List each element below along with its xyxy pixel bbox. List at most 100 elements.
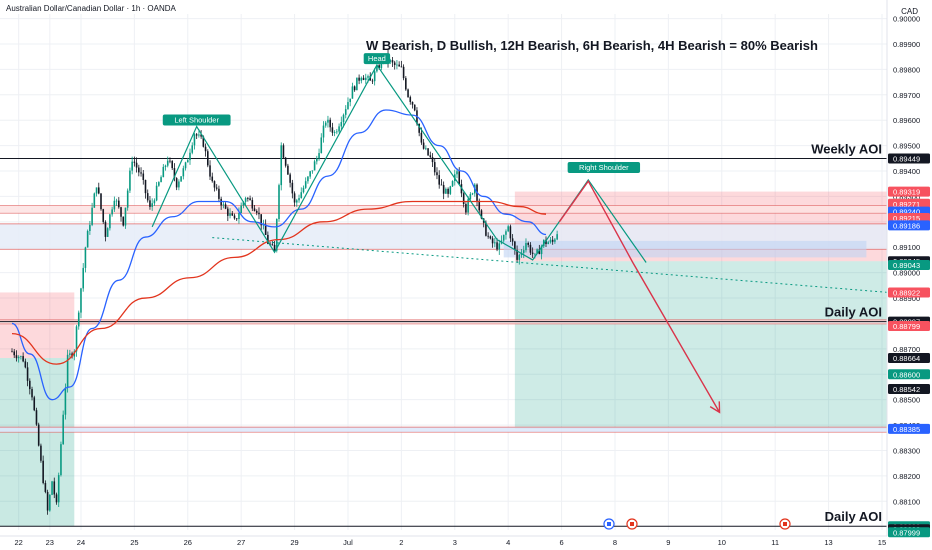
candle-body xyxy=(169,160,171,162)
price-badge-label: 0.89186 xyxy=(893,221,920,230)
axis-currency-label[interactable]: CAD xyxy=(901,7,918,16)
candle-body xyxy=(235,218,238,220)
candle-body xyxy=(551,239,554,242)
candle-body xyxy=(329,119,331,128)
candle-body xyxy=(349,98,351,103)
candle-body xyxy=(527,243,529,245)
candle-body xyxy=(318,153,320,159)
candle-body xyxy=(89,224,91,232)
candle-body xyxy=(120,207,122,217)
take-profit-zone xyxy=(514,261,889,429)
candle-body xyxy=(51,481,53,495)
candle-body xyxy=(175,178,178,188)
time-tick-label: 6 xyxy=(559,538,563,547)
candle-body xyxy=(336,131,338,133)
candle-body xyxy=(255,210,258,213)
price-badge xyxy=(888,186,930,197)
candle-body xyxy=(333,132,336,133)
candle-body xyxy=(166,160,169,166)
candle-body xyxy=(402,66,405,79)
candle-body xyxy=(342,114,345,123)
candle-body xyxy=(240,205,242,214)
candle-body xyxy=(15,355,18,359)
candle-body xyxy=(44,483,47,492)
candle-body xyxy=(351,86,354,99)
candle-body xyxy=(494,242,496,244)
price-badge-label: 0.87999 xyxy=(893,528,920,537)
candle-body xyxy=(162,166,165,178)
candle-body xyxy=(113,200,116,210)
candle-body xyxy=(529,244,532,253)
time-tick-label: 25 xyxy=(130,538,138,547)
candle-body xyxy=(485,222,487,236)
candle-body xyxy=(313,161,316,171)
candle-body xyxy=(400,66,403,68)
candle-body xyxy=(505,231,507,235)
candle-body xyxy=(69,353,71,355)
headline-annotation: W Bearish, D Bullish, 12H Bearish, 6H Be… xyxy=(366,38,818,53)
price-badge-label: 0.89449 xyxy=(893,155,920,164)
candle-body xyxy=(31,389,33,398)
candle-body xyxy=(207,151,209,166)
time-tick-label: 9 xyxy=(666,538,670,547)
candle-body xyxy=(178,181,180,188)
price-badge-label: 0.89319 xyxy=(893,188,920,197)
candle-body xyxy=(273,244,276,251)
candle-body xyxy=(264,224,267,235)
candle-body xyxy=(233,215,236,219)
price-badge xyxy=(888,423,930,434)
candle-body xyxy=(138,167,140,173)
price-tick-label: 0.88100 xyxy=(893,497,920,506)
candle-body xyxy=(516,249,518,260)
candle-body xyxy=(480,210,483,219)
time-tick-label: 22 xyxy=(15,538,23,547)
candle-body xyxy=(200,134,202,137)
candle-body xyxy=(536,249,538,254)
candle-body xyxy=(331,127,334,133)
candle-body xyxy=(338,126,340,132)
candle-body xyxy=(22,356,24,362)
candle-body xyxy=(367,76,369,78)
candle-body xyxy=(24,361,27,368)
candle-body xyxy=(222,204,225,206)
price-tick-label: 0.89000 xyxy=(893,269,920,278)
candle-body xyxy=(97,187,100,194)
candle-body xyxy=(293,193,296,203)
candle-body xyxy=(57,475,60,503)
symbol-title[interactable]: Australian Dollar/Canadian Dollar · 1h ·… xyxy=(6,4,176,13)
price-badge-label: 0.89271 xyxy=(893,200,920,209)
price-badge xyxy=(888,287,930,298)
price-badge-label: 0.89215 xyxy=(893,214,920,223)
price-badge xyxy=(888,220,930,231)
candle-body xyxy=(358,77,360,81)
candle-body xyxy=(311,170,314,172)
candle-body xyxy=(396,64,398,66)
candle-body xyxy=(29,380,31,390)
candle-body xyxy=(431,157,434,163)
candle-body xyxy=(33,397,36,411)
price-tick-label: 0.89700 xyxy=(893,91,920,100)
candle-body xyxy=(376,65,378,72)
aoi-zone xyxy=(0,427,887,433)
candle-body xyxy=(62,414,64,445)
candle-body xyxy=(420,132,423,143)
candle-body xyxy=(458,171,461,185)
head-label: Head xyxy=(368,54,386,63)
price-tick-label: 0.88500 xyxy=(893,396,920,405)
candle-body xyxy=(189,152,191,161)
candle-body xyxy=(46,491,49,511)
candle-body xyxy=(202,136,205,147)
candle-body xyxy=(184,162,187,169)
candle-body xyxy=(211,176,214,182)
candle-body xyxy=(60,444,62,476)
candle-body xyxy=(418,123,420,133)
candle-body xyxy=(487,235,489,237)
candle-body xyxy=(440,184,443,186)
candle-body xyxy=(433,162,436,173)
price-badge xyxy=(888,320,930,331)
candle-body xyxy=(106,228,109,237)
consolidation-box xyxy=(503,240,867,258)
candle-body xyxy=(298,198,300,201)
candle-body xyxy=(549,239,552,243)
